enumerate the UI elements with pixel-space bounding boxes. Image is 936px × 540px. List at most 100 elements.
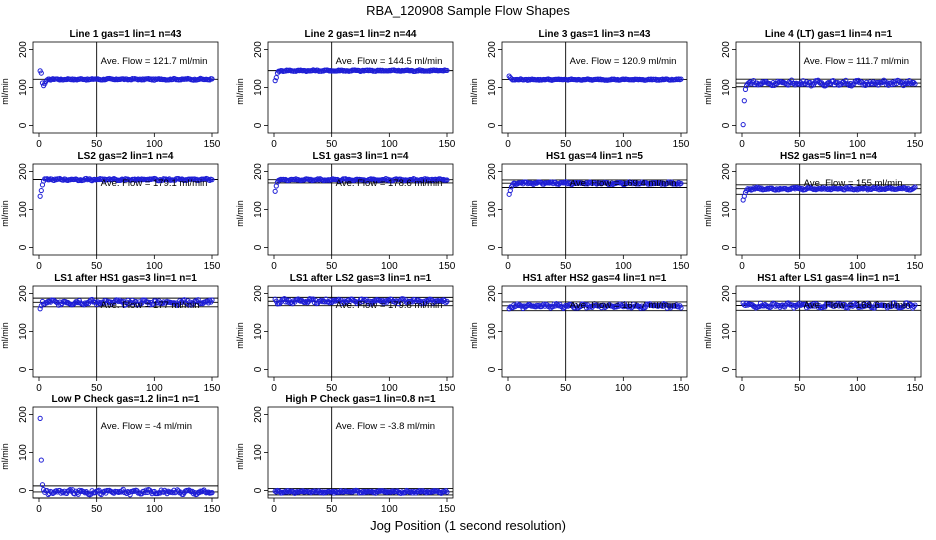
data-point bbox=[145, 177, 152, 183]
x-tick-label: 100 bbox=[615, 139, 632, 150]
data-point bbox=[382, 177, 388, 183]
y-tick-label: 100 bbox=[487, 323, 498, 340]
data-point bbox=[608, 181, 614, 187]
data-point bbox=[865, 187, 871, 193]
x-tick-label: 0 bbox=[271, 139, 277, 150]
data-point bbox=[678, 76, 684, 82]
average-flow-annotation: Ave. Flow = 169.4 ml/min bbox=[570, 178, 677, 189]
panel-8: HS2 gas=5 lin=1 n=4 0 50 100 150 0 100 200 ml/mi… bbox=[703, 151, 924, 272]
y-tick-label: 200 bbox=[253, 41, 264, 58]
y-tick-label: 100 bbox=[253, 444, 264, 461]
panel-11: HS1 after HS2 gas=4 lin=1 n=1 0 50 100 150 0 1… bbox=[469, 273, 690, 394]
data-point bbox=[308, 296, 314, 302]
x-tick-label: 0 bbox=[36, 139, 42, 150]
data-point bbox=[788, 77, 795, 83]
data-point bbox=[863, 303, 870, 309]
data-point bbox=[174, 302, 180, 308]
x-tick-label: 50 bbox=[326, 261, 338, 272]
data-point bbox=[550, 304, 556, 310]
data-point bbox=[282, 488, 289, 494]
data-point bbox=[629, 181, 636, 187]
data-point bbox=[209, 76, 215, 82]
data-point bbox=[375, 489, 381, 495]
data-point bbox=[678, 305, 684, 311]
data-point bbox=[632, 180, 638, 186]
y-tick-label: 0 bbox=[18, 366, 29, 372]
data-point bbox=[640, 180, 646, 186]
panel-title: LS1 after LS2 gas=3 lin=1 n=1 bbox=[290, 273, 432, 284]
x-tick-label: 100 bbox=[146, 504, 163, 515]
y-tick-label: 200 bbox=[721, 41, 732, 58]
x-tick-label: 100 bbox=[615, 383, 632, 394]
data-point bbox=[443, 300, 449, 306]
x-tick-label: 50 bbox=[326, 383, 338, 394]
x-tick-label: 150 bbox=[673, 383, 690, 394]
data-points bbox=[506, 73, 684, 83]
data-point bbox=[322, 299, 328, 305]
data-point bbox=[142, 489, 148, 496]
y-axis-label: ml/min bbox=[469, 322, 479, 349]
y-tick-label: 0 bbox=[253, 244, 264, 250]
data-point bbox=[651, 180, 658, 186]
y-axis-label: ml/min bbox=[0, 322, 10, 349]
x-tick-label: 150 bbox=[907, 261, 924, 272]
data-point bbox=[912, 81, 918, 87]
panel-title: LS1 gas=3 lin=1 n=4 bbox=[313, 151, 409, 162]
x-tick-label: 150 bbox=[204, 383, 221, 394]
data-points bbox=[740, 77, 918, 128]
data-point bbox=[571, 180, 577, 186]
data-point bbox=[112, 298, 118, 304]
average-flow-annotation: Ave. Flow = 121.7 ml/min bbox=[101, 56, 208, 67]
data-point bbox=[340, 299, 346, 305]
figure-title: RBA_120908 Sample Flow Shapes bbox=[366, 3, 570, 18]
data-point bbox=[792, 302, 798, 309]
x-tick-label: 100 bbox=[615, 261, 632, 272]
y-tick-label: 100 bbox=[18, 201, 29, 218]
panel-2: Line 2 gas=1 lin=2 n=44 0 50 100 150 0 100 200 m… bbox=[235, 29, 456, 150]
data-point bbox=[430, 489, 436, 495]
data-point bbox=[383, 298, 389, 304]
x-tick-label: 50 bbox=[794, 261, 806, 272]
y-tick-label: 200 bbox=[253, 163, 264, 180]
data-point bbox=[83, 77, 89, 83]
data-point bbox=[549, 179, 555, 185]
data-point bbox=[444, 489, 450, 495]
x-tick-label: 150 bbox=[673, 139, 690, 150]
panel-title: HS2 gas=5 lin=1 n=4 bbox=[780, 151, 877, 162]
y-tick-label: 100 bbox=[253, 323, 264, 340]
data-point bbox=[300, 298, 306, 305]
x-tick-label: 50 bbox=[91, 139, 103, 150]
x-tick-label: 0 bbox=[271, 504, 277, 515]
data-point bbox=[442, 489, 448, 495]
y-tick-label: 100 bbox=[253, 201, 264, 218]
x-tick-label: 150 bbox=[673, 261, 690, 272]
y-axis-label: ml/min bbox=[469, 200, 479, 227]
x-tick-label: 0 bbox=[36, 504, 42, 515]
panel-title: Line 1 gas=1 lin=1 n=43 bbox=[69, 29, 181, 40]
x-tick-label: 100 bbox=[381, 261, 398, 272]
data-point bbox=[334, 298, 341, 304]
x-tick-label: 0 bbox=[271, 261, 277, 272]
data-points bbox=[272, 487, 450, 496]
data-point bbox=[331, 297, 337, 303]
panel-title: Line 2 gas=1 lin=2 n=44 bbox=[304, 29, 416, 40]
panel-title: LS2 gas=2 lin=1 n=4 bbox=[78, 151, 174, 162]
data-point bbox=[187, 488, 193, 494]
data-points bbox=[37, 415, 215, 498]
data-point bbox=[897, 79, 903, 85]
data-point bbox=[156, 178, 162, 184]
data-point bbox=[202, 489, 208, 495]
data-points bbox=[272, 296, 450, 307]
average-flow-annotation: Ave. Flow = 111.7 ml/min bbox=[804, 56, 909, 67]
panel-9: LS1 after HS1 gas=3 lin=1 n=1 0 50 100 150 0 1… bbox=[0, 273, 221, 394]
panel-6: LS1 gas=3 lin=1 n=4 0 50 100 150 0 100 200 ml/mi… bbox=[235, 151, 456, 272]
y-tick-label: 100 bbox=[253, 79, 264, 96]
data-point bbox=[209, 297, 215, 303]
data-points bbox=[37, 68, 215, 89]
panel-5: LS2 gas=2 lin=1 n=4 0 50 100 150 0 100 200 ml/mi… bbox=[0, 151, 221, 272]
y-tick-label: 200 bbox=[487, 41, 498, 58]
x-tick-label: 0 bbox=[36, 383, 42, 394]
data-point bbox=[582, 302, 588, 308]
data-points bbox=[272, 67, 450, 84]
x-tick-label: 100 bbox=[381, 504, 398, 515]
